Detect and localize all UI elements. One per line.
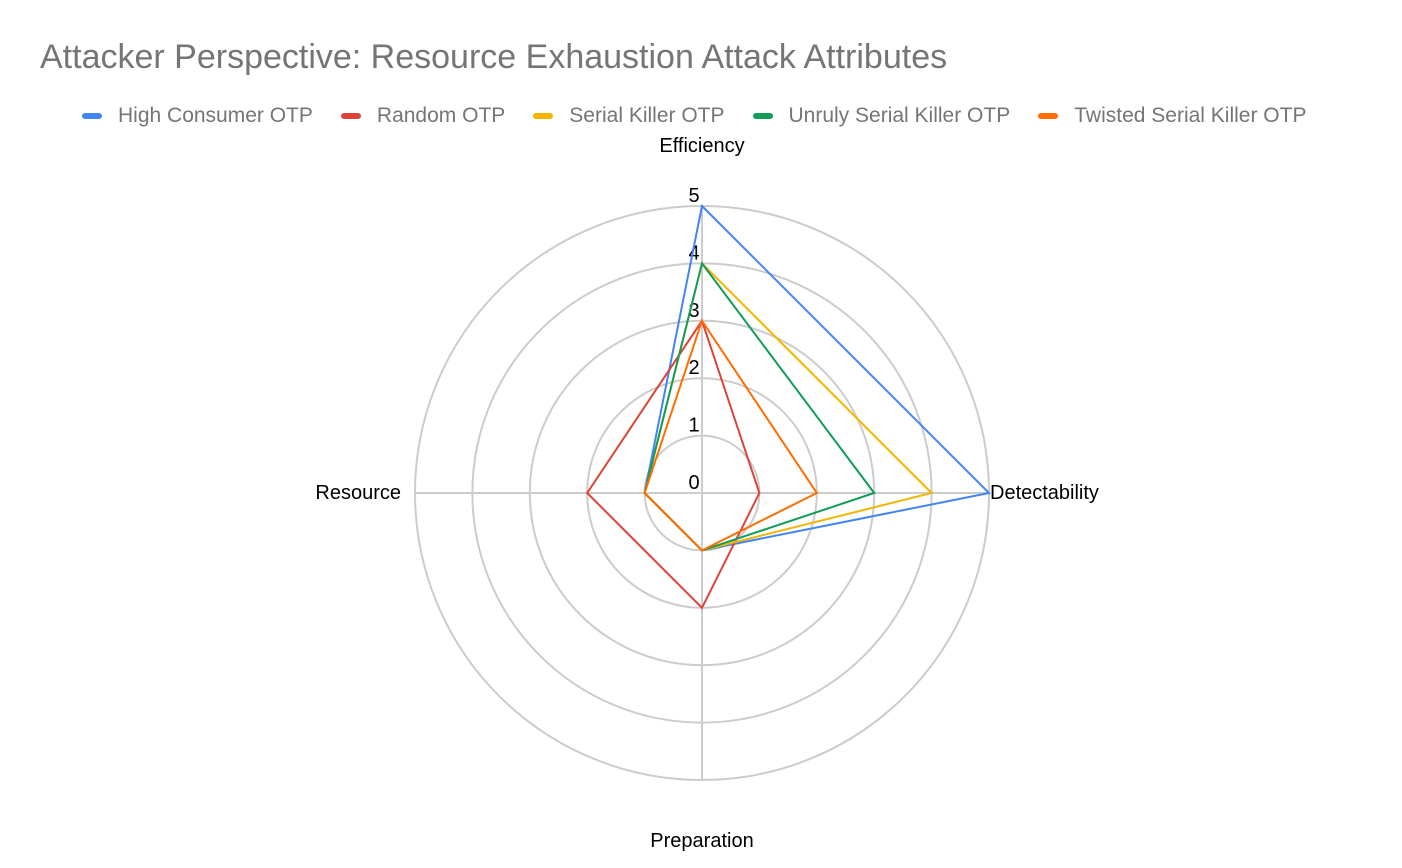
legend-label-unruly-serial-killer: Unruly Serial Killer OTP <box>788 104 1011 127</box>
legend-swatch-unruly-serial-killer <box>752 113 773 119</box>
legend-label-serial-killer: Serial Killer OTP <box>569 104 725 127</box>
chart-title: Attacker Perspective: Resource Exhaustio… <box>40 38 948 76</box>
legend-swatch-serial-killer <box>533 113 554 119</box>
axis-label-resource: Resource <box>315 482 401 504</box>
legend-item-high-consumer[interactable]: High Consumer OTP <box>82 104 313 128</box>
axis-label-detectability: Detectability <box>990 482 1099 504</box>
legend-item-twisted-serial-killer[interactable]: Twisted Serial Killer OTP <box>1038 104 1306 128</box>
legend-label-high-consumer: High Consumer OTP <box>118 104 313 127</box>
legend-label-random: Random OTP <box>376 104 506 127</box>
tick-label-5: 5 <box>688 185 699 207</box>
tick-label-3: 3 <box>688 300 699 322</box>
legend-item-random[interactable]: Random OTP <box>340 104 506 128</box>
tick-label-4: 4 <box>688 242 699 264</box>
radar-grid <box>414 205 990 781</box>
legend-item-unruly-serial-killer[interactable]: Unruly Serial Killer OTP <box>752 104 1011 128</box>
legend-swatch-high-consumer <box>82 113 102 119</box>
series-line-4 <box>643 318 819 552</box>
series-line-1 <box>585 318 761 610</box>
tick-label-2: 2 <box>688 357 699 379</box>
legend-label-twisted-serial-killer: Twisted Serial Killer OTP <box>1074 104 1307 127</box>
axis-label-preparation: Preparation <box>650 830 753 852</box>
radar-ticks: 0 1 2 3 4 5 <box>688 185 699 494</box>
legend-swatch-random <box>340 113 361 119</box>
legend-item-serial-killer[interactable]: Serial Killer OTP <box>533 104 725 128</box>
tick-label-1: 1 <box>688 415 699 437</box>
legend-swatch-twisted-serial-killer <box>1038 113 1059 119</box>
radar-series <box>585 203 992 610</box>
axis-label-efficiency: Efficiency <box>659 135 744 157</box>
legend: High Consumer OTP Random OTP Serial Kill… <box>82 104 1334 128</box>
tick-label-0: 0 <box>688 472 699 494</box>
